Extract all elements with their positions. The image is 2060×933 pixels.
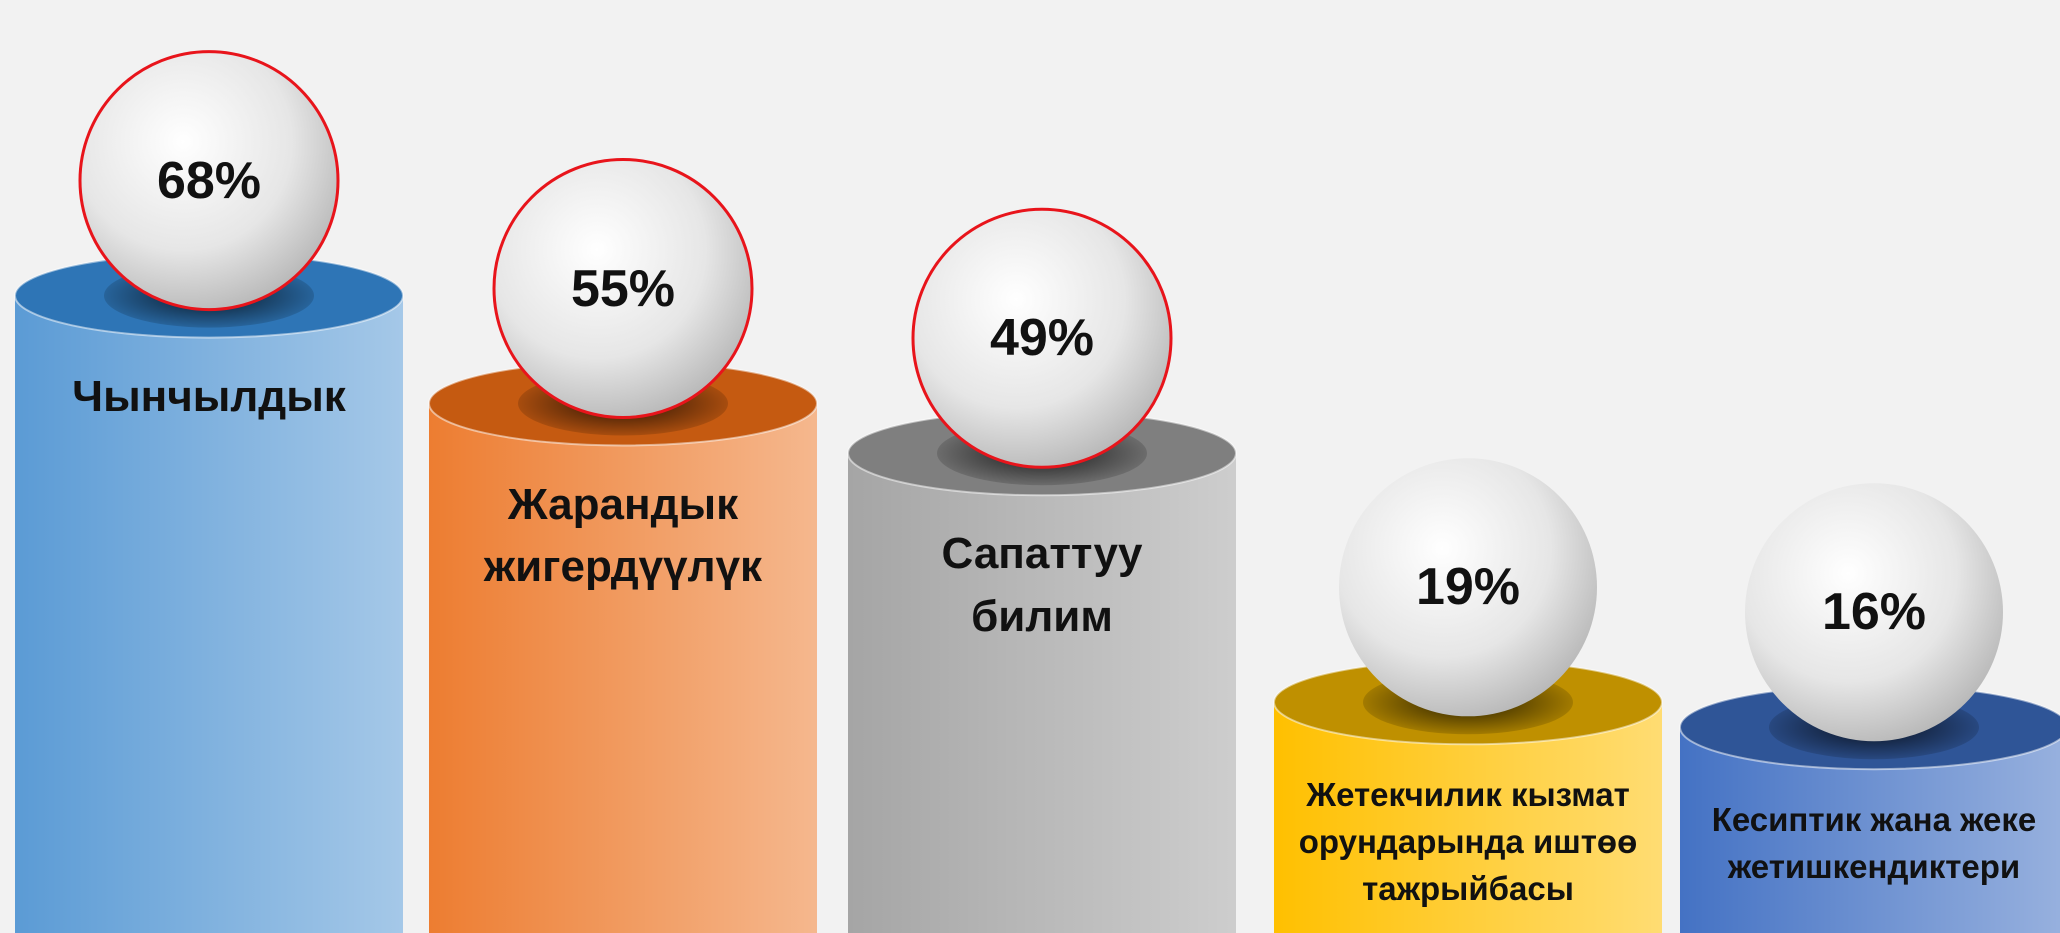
category-label: Жетекчилик кызмат орундарында иштөө тажр…	[1298, 776, 1638, 908]
cylinder-shine	[15, 295, 403, 933]
value-ball	[78, 50, 340, 312]
category-label: Сапаттуу билим	[941, 529, 1143, 641]
cylinder-shine	[1680, 727, 2060, 933]
value-ball	[911, 207, 1173, 469]
value-ball	[492, 158, 754, 419]
value-label: 19%	[1415, 558, 1521, 617]
cylinder-shine	[848, 453, 1236, 933]
category-label: Чынчылдык	[72, 371, 346, 421]
category-label: Жарандык жигердүүлүк	[483, 479, 763, 591]
cylinder-shine	[429, 403, 817, 933]
value-label: 68%	[156, 151, 262, 210]
value-label: 16%	[1821, 583, 1927, 642]
category-label: Кесиптик жана жеке жетишкендиктери	[1711, 801, 2037, 886]
cylinder-shine	[1274, 702, 1662, 933]
value-label: 49%	[989, 309, 1095, 368]
value-ball	[1745, 483, 2003, 742]
value-label: 55%	[570, 259, 676, 318]
value-ball	[1339, 458, 1597, 717]
